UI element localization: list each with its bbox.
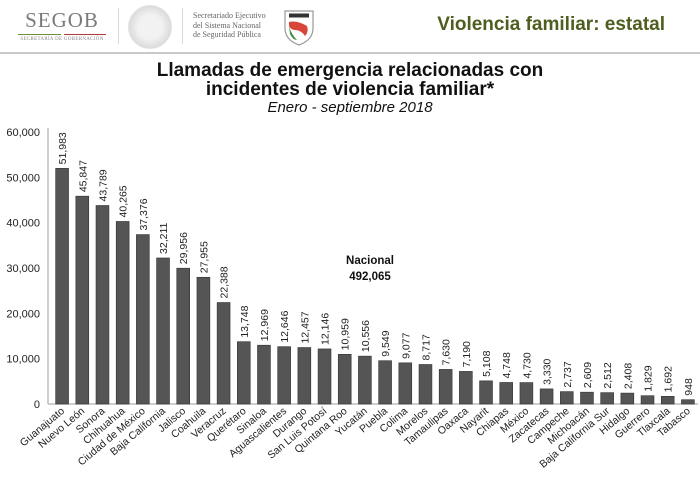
bar-oaxaca — [459, 371, 473, 405]
y-tick-label: 10,000 — [6, 354, 40, 366]
value-label: 2,737 — [562, 361, 574, 387]
bar-tabasco — [681, 399, 695, 405]
segob-divider — [18, 34, 106, 35]
value-label: 2,408 — [622, 363, 634, 389]
y-tick-label: 40,000 — [6, 218, 40, 230]
bars — [55, 168, 695, 405]
national-total-value: 492,065 — [349, 271, 391, 283]
y-tick-label: 0 — [34, 399, 40, 411]
value-label: 32,211 — [158, 222, 170, 253]
value-label: 12,457 — [299, 311, 311, 343]
chart-title-line-2: incidentes de violencia familiar* — [205, 79, 495, 100]
bar-yucatán — [358, 355, 372, 405]
value-label: 45,847 — [77, 160, 89, 192]
bar-morelos — [418, 364, 433, 405]
bar-campeche — [560, 391, 574, 405]
value-label: 10,959 — [340, 318, 352, 350]
value-label: 12,146 — [320, 313, 332, 345]
value-label: 12,646 — [279, 310, 291, 342]
bar-aguascalientes — [277, 346, 291, 405]
value-label: 51,983 — [57, 132, 69, 164]
value-label: 10,556 — [360, 320, 372, 352]
value-label: 29,956 — [178, 232, 190, 264]
bar-nayarit — [479, 380, 493, 405]
y-tick-label: 20,000 — [6, 308, 40, 320]
y-tick-label: 30,000 — [6, 263, 40, 275]
value-label: 5,108 — [481, 350, 493, 376]
bar-michoacán — [580, 391, 594, 405]
value-label: 1,692 — [663, 366, 675, 392]
bar-ciudad-de-méxico — [136, 234, 150, 405]
bar-jalisco — [176, 267, 190, 405]
value-label: 8,717 — [420, 334, 432, 360]
national-total-label: Nacional — [346, 255, 394, 267]
value-label: 9,549 — [380, 330, 392, 356]
bar-durango — [297, 347, 312, 405]
bar-guerrero — [640, 395, 655, 405]
header-divider — [182, 8, 183, 44]
value-label: 22,388 — [219, 266, 231, 298]
y-tick-label: 50,000 — [6, 172, 40, 184]
header-divider — [118, 8, 119, 44]
bar-baja-california — [156, 257, 170, 405]
header-rule — [0, 52, 700, 54]
bar-tlaxcala — [660, 396, 675, 405]
chart-title-line-1: Llamadas de emergencia relacionadas con — [156, 60, 544, 81]
value-label: 12,969 — [259, 309, 271, 341]
bar-sinaloa — [257, 344, 271, 405]
sesnsp-name: Secretariado Ejecutivo del Sistema Nacio… — [193, 11, 266, 39]
bar-puebla — [378, 360, 392, 405]
segob-name: SEGOB — [25, 8, 99, 32]
bar-veracruz — [216, 302, 231, 405]
bar-sonora — [95, 205, 110, 405]
page-heading: Violencia familiar: estatal — [437, 14, 665, 35]
bar-méxico — [519, 382, 534, 405]
value-labels: 51,983 45,847 43,789 40,265 37,376 32,211 29,9… — [57, 132, 695, 396]
value-label: 2,609 — [582, 362, 594, 388]
bar-chiapas — [499, 382, 513, 405]
bar-quintana-roo — [337, 354, 352, 405]
segob-subtitle: SECRETARÍA DE GOBERNACIÓN — [20, 37, 104, 42]
value-label: 4,748 — [501, 352, 513, 378]
value-label: 948 — [683, 378, 695, 396]
value-label: 1,829 — [643, 365, 655, 391]
bar-nuevo-león — [75, 195, 90, 405]
bar-san-luis-potosí — [317, 348, 332, 405]
bar-chihuahua — [115, 221, 130, 405]
value-label: 13,748 — [239, 305, 251, 337]
bar-hidalgo — [620, 392, 635, 405]
bar-colima — [398, 362, 413, 405]
header: SEGOB SECRETARÍA DE GOBERNACIÓN Secretar… — [0, 0, 700, 52]
sesnsp-shield-icon — [284, 10, 314, 46]
value-label: 43,789 — [97, 169, 109, 201]
bar-coahuila — [196, 276, 211, 405]
value-label: 27,955 — [198, 241, 210, 273]
national-seal-icon — [128, 5, 172, 49]
value-label: 4,730 — [521, 352, 533, 378]
bar-guanajuato — [55, 168, 69, 405]
y-axis: 0 10,000 20,000 30,000 40,000 50,000 60,000 — [6, 127, 698, 411]
value-label: 7,630 — [441, 339, 453, 365]
bar-zacatecas — [539, 388, 554, 405]
bar-tamaulipas — [438, 369, 453, 405]
value-label: 9,077 — [400, 332, 412, 358]
value-label: 2,512 — [602, 362, 614, 388]
chart-subtitle: Enero - septiembre 2018 — [267, 99, 433, 116]
value-label: 40,265 — [118, 185, 130, 217]
value-label: 7,190 — [461, 341, 473, 367]
value-label: 37,376 — [138, 198, 150, 230]
y-tick-label: 60,000 — [6, 127, 40, 139]
bar-baja-california-sur — [600, 392, 614, 405]
bar-querétaro — [237, 341, 251, 405]
segob-logo: SEGOB SECRETARÍA DE GOBERNACIÓN — [18, 8, 106, 42]
value-label: 3,330 — [542, 358, 554, 384]
